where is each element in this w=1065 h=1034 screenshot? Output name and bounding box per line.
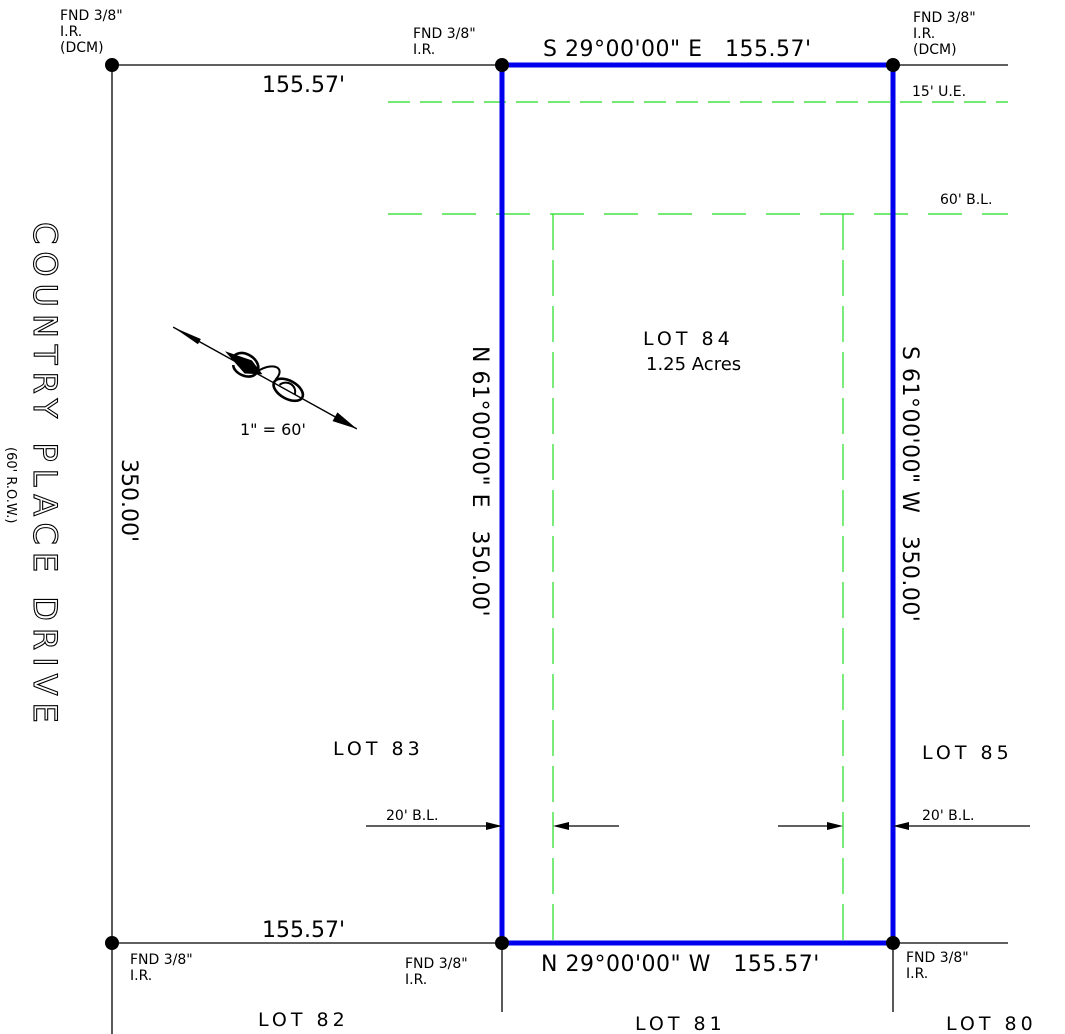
svg-text:FND 3/8": FND 3/8" [60, 8, 123, 24]
east-line-bearing: S 61°00'00" W 350.00' [897, 346, 922, 622]
lot-83-label: LOT 83 [333, 738, 424, 760]
svg-text:FND 3/8": FND 3/8" [130, 952, 193, 968]
north-arrow-icon [172, 326, 358, 430]
monument-label-top-right: FND 3/8" I.R. (DCM) [913, 10, 976, 58]
utility-easement-label: 15' U.E. [912, 84, 966, 100]
lot-81-label: LOT 81 [635, 1013, 726, 1034]
lot-85-label: LOT 85 [922, 742, 1013, 764]
dimension-arrows [366, 822, 1030, 830]
iron-rod-icon [886, 58, 900, 72]
svg-text:I.R.: I.R. [413, 42, 435, 58]
svg-text:I.R.: I.R. [906, 966, 928, 982]
iron-rod-icon [886, 936, 900, 950]
lot-84-label: LOT 84 [643, 328, 734, 350]
arrow-left-icon [893, 822, 909, 830]
left-building-line-label: 20' B.L. [386, 808, 438, 824]
setback-lines [388, 101, 1008, 943]
iron-rod-icon [105, 58, 119, 72]
monument-label-bottom-left: FND 3/8" I.R. [405, 956, 468, 988]
svg-text:(DCM): (DCM) [913, 42, 957, 58]
bottom-left-distance: 155.57' [262, 918, 345, 943]
south-line-bearing: N 29°00'00" W 155.57' [541, 952, 820, 977]
right-building-line-label: 20' B.L. [922, 808, 974, 824]
scale-label: 1" = 60' [240, 420, 306, 439]
street-name: COUNTRY PLACE DRIVE [26, 222, 64, 730]
arrow-right-icon [486, 822, 502, 830]
svg-text:FND 3/8": FND 3/8" [913, 10, 976, 26]
svg-text:FND 3/8": FND 3/8" [906, 950, 969, 966]
lot-84-boundary [499, 62, 896, 946]
svg-text:(DCM): (DCM) [60, 40, 104, 56]
svg-text:I.R.: I.R. [913, 26, 935, 42]
svg-text:FND 3/8": FND 3/8" [413, 26, 476, 42]
iron-rod-icon [105, 936, 119, 950]
top-left-distance: 155.57' [262, 73, 345, 98]
arrow-left-icon [553, 822, 569, 830]
monument-label-far-bottom-left: FND 3/8" I.R. [130, 952, 193, 984]
monument-label-bottom-right: FND 3/8" I.R. [906, 950, 969, 982]
street-row-width: (60' R.O.W.) [3, 447, 18, 523]
svg-text:I.R.: I.R. [130, 968, 152, 984]
adjoining-lot-lines [111, 64, 1008, 1034]
svg-text:I.R.: I.R. [60, 24, 82, 40]
monument-label-top-left: FND 3/8" I.R. [413, 26, 476, 58]
west-line-bearing: N 61°00'00" E 350.00' [467, 346, 492, 617]
monument-label-far-top-left: FND 3/8" I.R. (DCM) [60, 8, 123, 56]
lot-80-label: LOT 80 [946, 1013, 1037, 1034]
arrow-right-icon [827, 822, 843, 830]
iron-rod-icon [495, 58, 509, 72]
north-line-bearing: S 29°00'00" E 155.57' [543, 37, 812, 62]
lot-82-label: LOT 82 [258, 1009, 349, 1031]
svg-text:I.R.: I.R. [405, 972, 427, 988]
left-side-distance: 350.00' [116, 459, 141, 542]
iron-rod-markers [105, 58, 900, 950]
iron-rod-icon [495, 936, 509, 950]
svg-text:FND 3/8": FND 3/8" [405, 956, 468, 972]
lot-84-area: 1.25 Acres [646, 354, 741, 375]
front-building-line-label: 60' B.L. [940, 192, 992, 208]
